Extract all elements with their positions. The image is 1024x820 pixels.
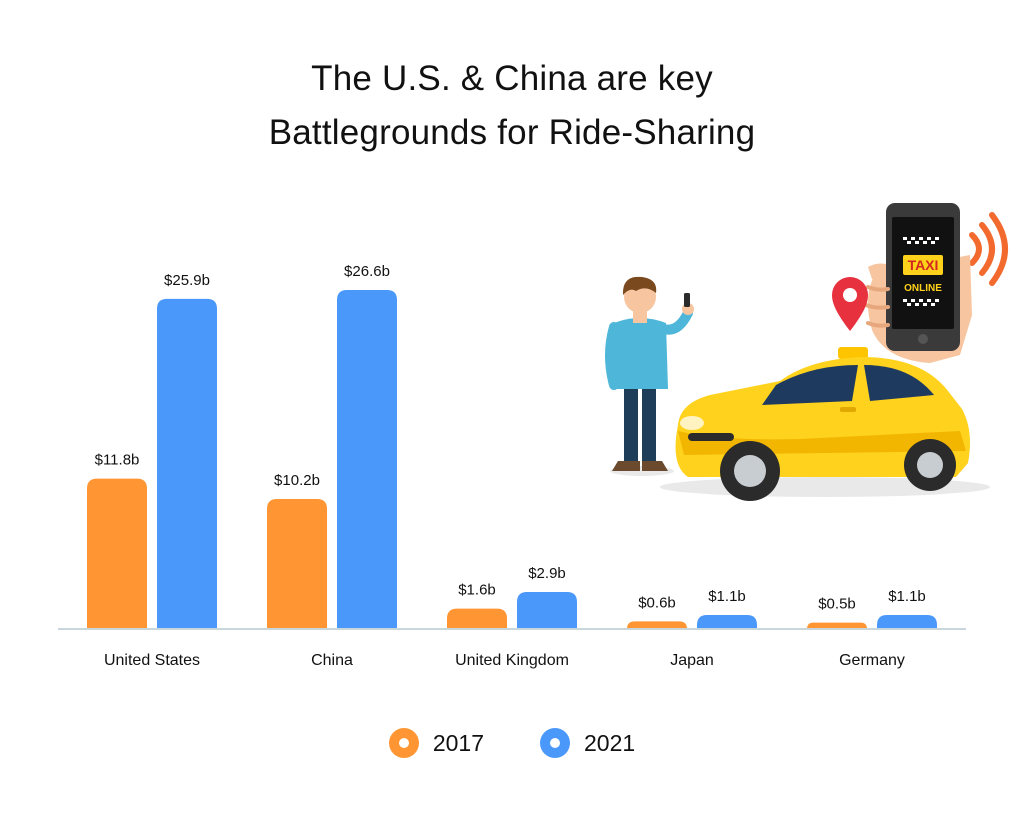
legend-label-2017: 2017	[432, 729, 484, 756]
bar-chart: $11.8b $25.9b United States $10.2b $26.6b Chi…	[58, 263, 966, 669]
legend-item-2017: 2017	[388, 728, 484, 758]
person-with-phone-icon	[605, 276, 694, 476]
chart-title: The U.S. & China are key Battlegrounds f…	[0, 52, 1024, 160]
legend-marker-2021	[540, 728, 570, 758]
bar-japan-2021	[697, 614, 757, 629]
data-label-united-states-2017: $11.8b	[95, 452, 140, 469]
data-label-japan-2017: $0.6b	[638, 594, 676, 611]
data-label-united-states-2021: $25.9b	[164, 272, 210, 289]
data-label-japan-2021: $1.1b	[708, 588, 746, 605]
bar-united-states-2021	[157, 298, 217, 629]
ride-sharing-illustration: TAXI ONLINE	[605, 203, 1008, 501]
phone-taxi-text: TAXI	[908, 257, 939, 273]
category-label-united-kingdom: United Kingdom	[455, 652, 569, 669]
bar-japan-2017	[627, 621, 687, 629]
bar-china-2017	[267, 499, 327, 629]
legend-label-2021: 2021	[584, 729, 636, 756]
location-pin-icon	[832, 277, 868, 331]
data-label-united-kingdom-2017: $1.6b	[458, 582, 496, 599]
chart-title-line-2: Battlegrounds for Ride-Sharing	[268, 113, 756, 152]
chart-title-line-1: The U.S. & China are key	[311, 59, 713, 98]
category-label-germany: Germany	[839, 652, 905, 669]
bar-united-states-2017	[87, 478, 147, 629]
data-label-china-2017: $10.2b	[274, 472, 320, 489]
category-label-china: China	[311, 652, 353, 669]
bar-united-kingdom-2021	[517, 592, 577, 629]
data-label-china-2021: $26.6b	[344, 263, 390, 280]
legend-item-2021: 2021	[540, 728, 635, 758]
bar-germany-2017	[807, 622, 867, 629]
data-label-united-kingdom-2021: $2.9b	[528, 565, 566, 582]
data-label-germany-2017: $0.5b	[818, 596, 856, 613]
hand-phone-icon: TAXI ONLINE	[864, 203, 972, 363]
phone-online-text: ONLINE	[904, 283, 942, 294]
bar-china-2021	[337, 290, 397, 629]
bar-united-kingdom-2017	[447, 608, 507, 629]
legend-marker-2017	[388, 728, 419, 758]
signal-waves-icon	[969, 212, 1008, 286]
data-label-germany-2021: $1.1b	[888, 588, 926, 605]
category-label-japan: Japan	[670, 652, 714, 669]
legend: 2017 2021	[0, 728, 1024, 758]
category-label-united-states: United States	[104, 652, 200, 669]
taxi-car-icon	[660, 347, 990, 501]
bar-germany-2021	[877, 614, 937, 629]
